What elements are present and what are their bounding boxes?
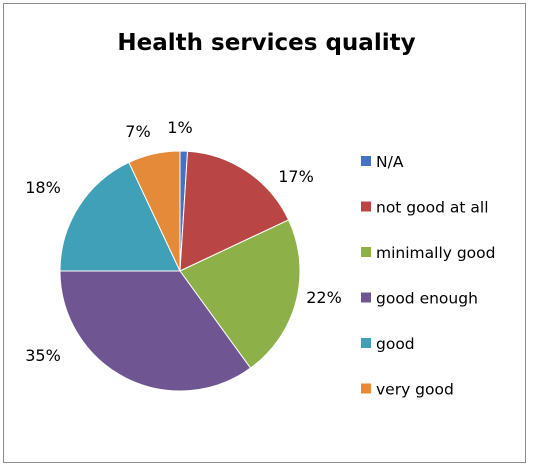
- legend-label: N/A: [376, 153, 404, 171]
- data-label: 18%: [25, 178, 61, 197]
- legend-label: good: [376, 335, 415, 353]
- pie-slice-very-good: [128, 150, 181, 272]
- legend-label: good enough: [376, 290, 478, 308]
- legend-swatch: [361, 156, 371, 166]
- chart-title: Health services quality: [117, 30, 416, 56]
- data-label: 17%: [278, 167, 314, 186]
- data-label: 35%: [25, 346, 61, 365]
- legend-swatch: [361, 338, 371, 348]
- pie-slices: [59, 150, 301, 392]
- legend-swatch: [361, 292, 371, 303]
- legend-swatch: [361, 383, 371, 394]
- data-label: 1%: [167, 118, 192, 137]
- legend-label: not good at all: [376, 199, 489, 217]
- legend-label: minimally good: [376, 244, 496, 262]
- pie-slice-good-enough: [59, 270, 252, 392]
- legend-swatch: [361, 247, 371, 257]
- legend: N/A not good at all minimally good good eno…: [361, 153, 496, 399]
- pie-slice-minimally-good: [179, 219, 301, 369]
- legend-label: very good: [376, 381, 454, 399]
- legend-swatch: [361, 201, 371, 212]
- data-label: 22%: [306, 288, 342, 307]
- pie-slice-good: [59, 161, 181, 272]
- data-label: 7%: [125, 122, 150, 141]
- pie-slice-not-good-at-all: [179, 150, 290, 272]
- data-labels: 1% 17% 22% 35% 18% 7%: [25, 118, 342, 365]
